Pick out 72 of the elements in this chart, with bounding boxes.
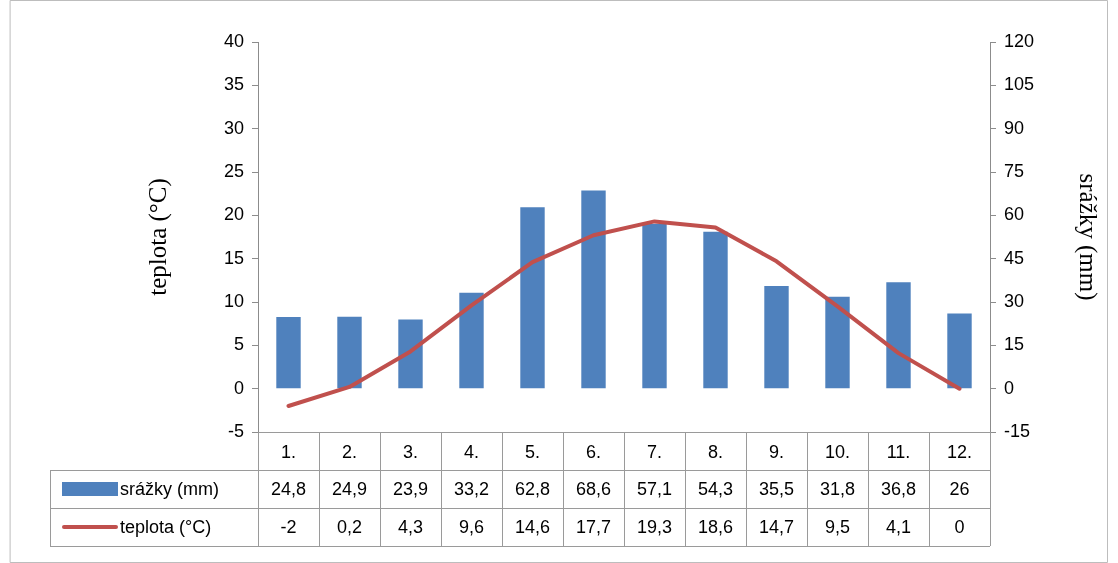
x-tick-label: 10. [824, 441, 851, 462]
data-label: -2 [280, 516, 297, 537]
y-tick-label: -5 [227, 420, 244, 441]
data-label: 19,3 [636, 516, 673, 537]
x-tick-label: 11. [886, 441, 911, 462]
data-label: 33,2 [453, 478, 490, 499]
y-tick-label: 10 [223, 290, 244, 311]
data-label: 31,8 [819, 478, 856, 499]
bar [520, 207, 545, 389]
y2-tick-label: 120 [1004, 30, 1035, 51]
x-tick-label: 12. [946, 441, 973, 462]
x-tick-label: 2. [341, 441, 358, 462]
y-axis-title: teplota (°C) [143, 178, 172, 296]
data-label: 57,1 [636, 478, 673, 499]
y2-tick-label: 90 [1004, 117, 1025, 138]
data-label: 17,7 [575, 516, 612, 537]
y2-tick-label: -15 [1004, 420, 1031, 441]
data-label: 14,6 [514, 516, 551, 537]
x-tick-label: 5. [524, 441, 541, 462]
y-tick-label: 5 [233, 334, 244, 355]
x-tick-label: 1. [280, 441, 297, 462]
y2-tick-label: 30 [1004, 290, 1025, 311]
data-label: 23,9 [392, 478, 429, 499]
x-tick-label: 6. [585, 441, 602, 462]
data-label: 0,2 [336, 516, 363, 537]
y-tick-label: 25 [223, 160, 244, 181]
bar [886, 282, 911, 389]
legend-label: teplota (°C) [120, 516, 212, 537]
y2-tick-label: 105 [1004, 74, 1035, 95]
y-tick-label: 40 [223, 30, 244, 51]
bar [276, 317, 301, 389]
x-tick-label: 9. [768, 441, 785, 462]
data-label: 26 [949, 478, 970, 499]
data-label: 68,6 [575, 478, 612, 499]
y-tick-label: 30 [223, 117, 244, 138]
data-label: 18,6 [697, 516, 734, 537]
y-tick-label: 20 [223, 204, 244, 225]
x-tick-label: 4. [463, 441, 480, 462]
bar [642, 223, 667, 389]
x-tick-label: 3. [402, 441, 419, 462]
y2-axis-title: srážky (mm) [1074, 173, 1103, 301]
data-label: 36,8 [880, 478, 917, 499]
data-label: 35,5 [758, 478, 795, 499]
bar [337, 316, 362, 389]
y2-tick-label: 15 [1004, 334, 1025, 355]
data-label: 24,8 [270, 478, 307, 499]
bar [581, 190, 606, 389]
bar [459, 292, 484, 389]
bar [947, 313, 972, 389]
data-label: 54,3 [697, 478, 734, 499]
bar [703, 231, 728, 389]
y2-tick-label: 45 [1004, 247, 1025, 268]
data-label: 9,6 [458, 516, 485, 537]
bar [825, 296, 850, 389]
bar [764, 286, 789, 389]
data-label: 24,9 [331, 478, 368, 499]
data-label: 0 [954, 516, 965, 537]
data-label: 4,1 [885, 516, 912, 537]
x-tick-label: 7. [646, 441, 663, 462]
y2-tick-label: 0 [1004, 377, 1015, 398]
y2-tick-label: 60 [1004, 204, 1025, 225]
y-tick-label: 35 [223, 74, 244, 95]
data-label: 4,3 [397, 516, 424, 537]
data-label: 9,5 [824, 516, 851, 537]
x-tick-label: 8. [707, 441, 724, 462]
y-tick-label: 15 [223, 247, 244, 268]
y2-tick-label: 75 [1004, 160, 1025, 181]
legend-label: srážky (mm) [120, 478, 219, 499]
data-label: 14,7 [758, 516, 795, 537]
data-label: 62,8 [514, 478, 551, 499]
y-tick-label: 0 [233, 377, 244, 398]
bar [398, 319, 423, 389]
